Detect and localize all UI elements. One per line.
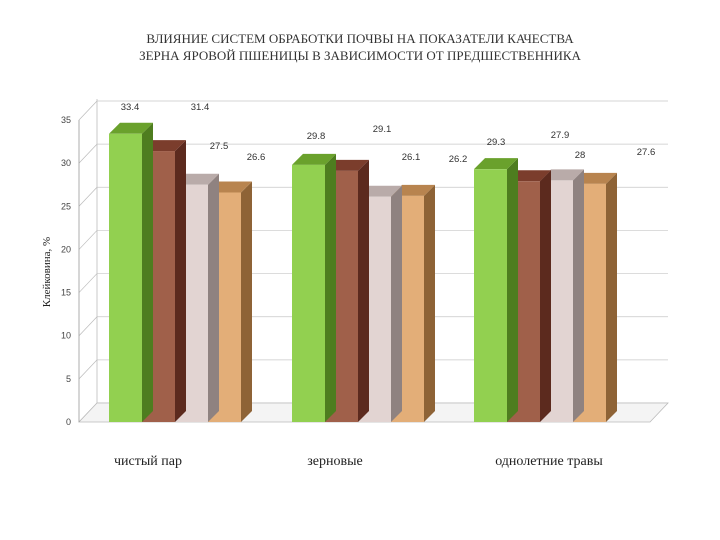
chart-title-line-2: ЗЕРНА ЯРОВОЙ ПШЕНИЦЫ В ЗАВИСИМОСТИ ОТ ПР… — [139, 48, 581, 63]
bar-side — [507, 158, 518, 422]
bar-side — [175, 140, 186, 422]
bar-side — [241, 181, 252, 422]
data-label: 33.4 — [121, 102, 140, 113]
bar-front — [474, 169, 507, 422]
bar-side — [540, 170, 551, 422]
bar-1-0 — [292, 153, 336, 422]
y-tick-label: 35 — [61, 115, 71, 125]
data-label: 29.8 — [307, 131, 326, 142]
bar-side — [573, 169, 584, 422]
category-label-2: однолетние травы — [495, 454, 603, 469]
bar-top — [292, 153, 336, 165]
bar-0-0 — [109, 122, 153, 422]
bar-side — [325, 153, 336, 422]
data-labels: 33.4 31.4 27.5 26.6 29.8 29.1 26.1 26.2 29.3 27.9… — [121, 102, 656, 165]
data-label: 26.6 — [247, 152, 266, 163]
data-label: 26.1 — [402, 152, 421, 163]
bar-front — [292, 164, 325, 422]
gridline-side — [78, 316, 98, 336]
category-label-1: зерновые — [307, 454, 362, 469]
data-label: 28 — [575, 150, 586, 161]
chart-title: ВЛИЯНИЕ СИСТЕМ ОБРАБОТКИ ПОЧВЫ НА ПОКАЗА… — [40, 30, 680, 64]
bar-side — [208, 173, 219, 422]
bar-front — [109, 133, 142, 422]
data-label: 27.9 — [551, 130, 570, 141]
bar-side — [391, 185, 402, 422]
data-label: 27.5 — [210, 141, 229, 152]
y-tick-label: 30 — [61, 158, 71, 168]
data-label: 29.1 — [373, 124, 392, 135]
y-tick-label: 10 — [61, 331, 71, 341]
y-tick-labels: 0 5 10 15 20 25 30 35 — [61, 115, 71, 427]
gridline-side — [78, 187, 98, 207]
y-tick-label: 25 — [61, 201, 71, 211]
gridline-side — [78, 100, 98, 121]
gridline-side — [78, 230, 98, 250]
y-tick-label: 0 — [66, 417, 71, 427]
bar-side — [142, 122, 153, 422]
bar-2-0 — [474, 158, 518, 422]
category-labels: чистый пар зерновые однолетние травы — [114, 454, 603, 469]
y-tick-label: 20 — [61, 244, 71, 254]
bar-side — [424, 184, 435, 422]
gridline-side — [78, 143, 98, 164]
bar-top — [109, 122, 153, 134]
y-axis-label: Клейковина, % — [41, 237, 53, 307]
data-label: 31.4 — [191, 102, 210, 113]
category-label-0: чистый пар — [114, 454, 182, 469]
data-label: 27.6 — [637, 147, 656, 158]
gridline-side — [78, 359, 98, 380]
gridline-side — [78, 273, 98, 293]
data-label: 29.3 — [487, 137, 506, 148]
bars — [109, 122, 617, 422]
y-tick-label: 15 — [61, 288, 71, 298]
y-tick-label: 5 — [66, 374, 71, 384]
bar-top — [474, 158, 518, 170]
chart-title-line-1: ВЛИЯНИЕ СИСТЕМ ОБРАБОТКИ ПОЧВЫ НА ПОКАЗА… — [146, 31, 574, 46]
bar-side — [606, 172, 617, 422]
data-label: 26.2 — [449, 154, 468, 165]
bar-side — [358, 159, 369, 422]
